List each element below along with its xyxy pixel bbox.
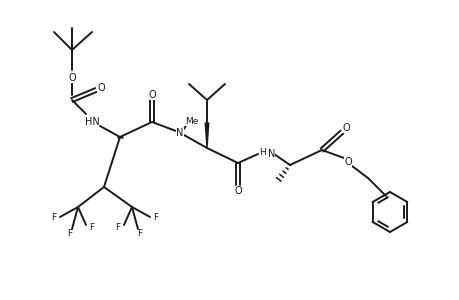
Text: F: F bbox=[51, 212, 56, 221]
Text: F: F bbox=[137, 230, 142, 238]
Text: F: F bbox=[89, 223, 95, 232]
Text: F: F bbox=[115, 223, 120, 232]
Text: O: O bbox=[68, 73, 76, 83]
Text: O: O bbox=[341, 123, 349, 133]
Text: F: F bbox=[67, 230, 73, 238]
Text: O: O bbox=[148, 90, 156, 100]
Text: O: O bbox=[234, 186, 241, 196]
Text: Me: Me bbox=[185, 116, 198, 125]
Text: H: H bbox=[259, 148, 265, 157]
Text: HN: HN bbox=[84, 117, 99, 127]
Text: O: O bbox=[97, 83, 105, 93]
Polygon shape bbox=[205, 123, 208, 148]
Text: N: N bbox=[268, 149, 275, 159]
Text: F: F bbox=[153, 212, 158, 221]
Text: O: O bbox=[343, 157, 351, 167]
Text: N: N bbox=[176, 128, 183, 138]
